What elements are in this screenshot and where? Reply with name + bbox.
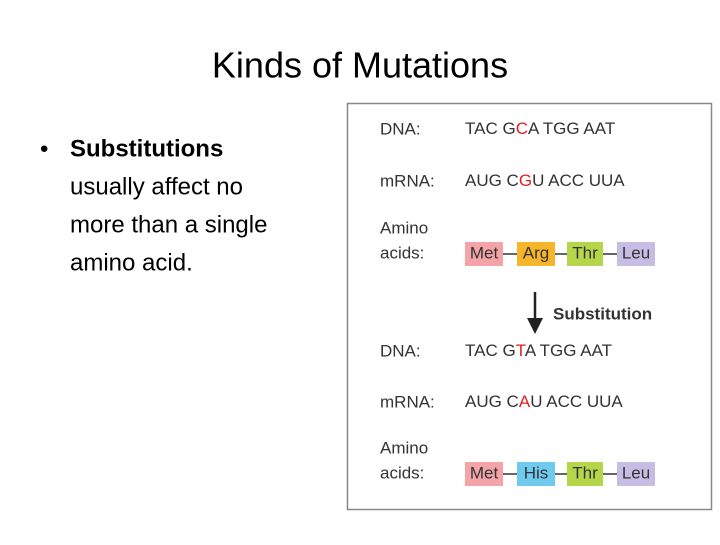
seq-mutation: T: [516, 341, 526, 360]
seq-part: AUG C: [465, 392, 519, 411]
amino-acid: Met: [470, 463, 499, 482]
mrna-label: mRNA:: [380, 171, 435, 190]
amino-acid: Leu: [622, 463, 650, 482]
mrna-seq: AUG CAU ACC UUA: [465, 392, 623, 411]
bullet-line: usually affect no: [70, 173, 243, 200]
seq-part: A TGG AAT: [525, 341, 612, 360]
seq-part: AUG C: [465, 171, 519, 190]
dna-seq: TAC GTA TGG AAT: [465, 341, 612, 360]
amino-acid: Met: [470, 243, 499, 262]
dna-seq: TAC GCA TGG AAT: [465, 119, 615, 138]
amino-acid: Thr: [572, 243, 598, 262]
dna-label: DNA:: [380, 119, 421, 138]
seq-mutation: C: [516, 119, 528, 138]
amino-label: acids:: [380, 243, 424, 262]
amino-box: [567, 462, 603, 486]
bullet-line: more than a single: [70, 211, 267, 238]
slide-title: Kinds of Mutations: [212, 45, 508, 86]
amino-box: [465, 462, 503, 486]
seq-part: U ACC UUA: [530, 392, 623, 411]
seq-mutation: A: [519, 392, 531, 411]
amino-acid: Thr: [572, 463, 598, 482]
amino-box: [517, 462, 555, 486]
amino-acid: His: [524, 463, 549, 482]
bullet-bold: Substitutions: [70, 135, 223, 162]
seq-mutation: G: [519, 171, 532, 190]
amino-label: Amino: [380, 438, 428, 457]
amino-box: [465, 242, 503, 266]
amino-box: [517, 242, 555, 266]
amino-box: [617, 462, 655, 486]
arrow-head: [527, 318, 543, 334]
bullet-dot: •: [40, 135, 48, 162]
figure-after: DNA: TAC GTA TGG AAT mRNA: AUG CAU ACC U…: [380, 341, 655, 486]
dna-label: DNA:: [380, 341, 421, 360]
amino-box: [617, 242, 655, 266]
figure-before: DNA: TAC GCA TGG AAT mRNA: AUG CGU ACC U…: [380, 119, 655, 266]
amino-acid: Arg: [523, 243, 549, 262]
amino-box: [567, 242, 603, 266]
amino-label: acids:: [380, 463, 424, 482]
amino-label: Amino: [380, 218, 428, 237]
mrna-seq: AUG CGU ACC UUA: [465, 171, 625, 190]
amino-acid: Leu: [622, 243, 650, 262]
seq-part: TAC G: [465, 119, 516, 138]
seq-part: A TGG AAT: [528, 119, 615, 138]
arrow-label: Substitution: [553, 304, 652, 323]
seq-part: TAC G: [465, 341, 516, 360]
mrna-label: mRNA:: [380, 392, 435, 411]
seq-part: U ACC UUA: [532, 171, 625, 190]
figure-frame: [346, 102, 713, 511]
bullet-line: amino acid.: [70, 249, 193, 276]
